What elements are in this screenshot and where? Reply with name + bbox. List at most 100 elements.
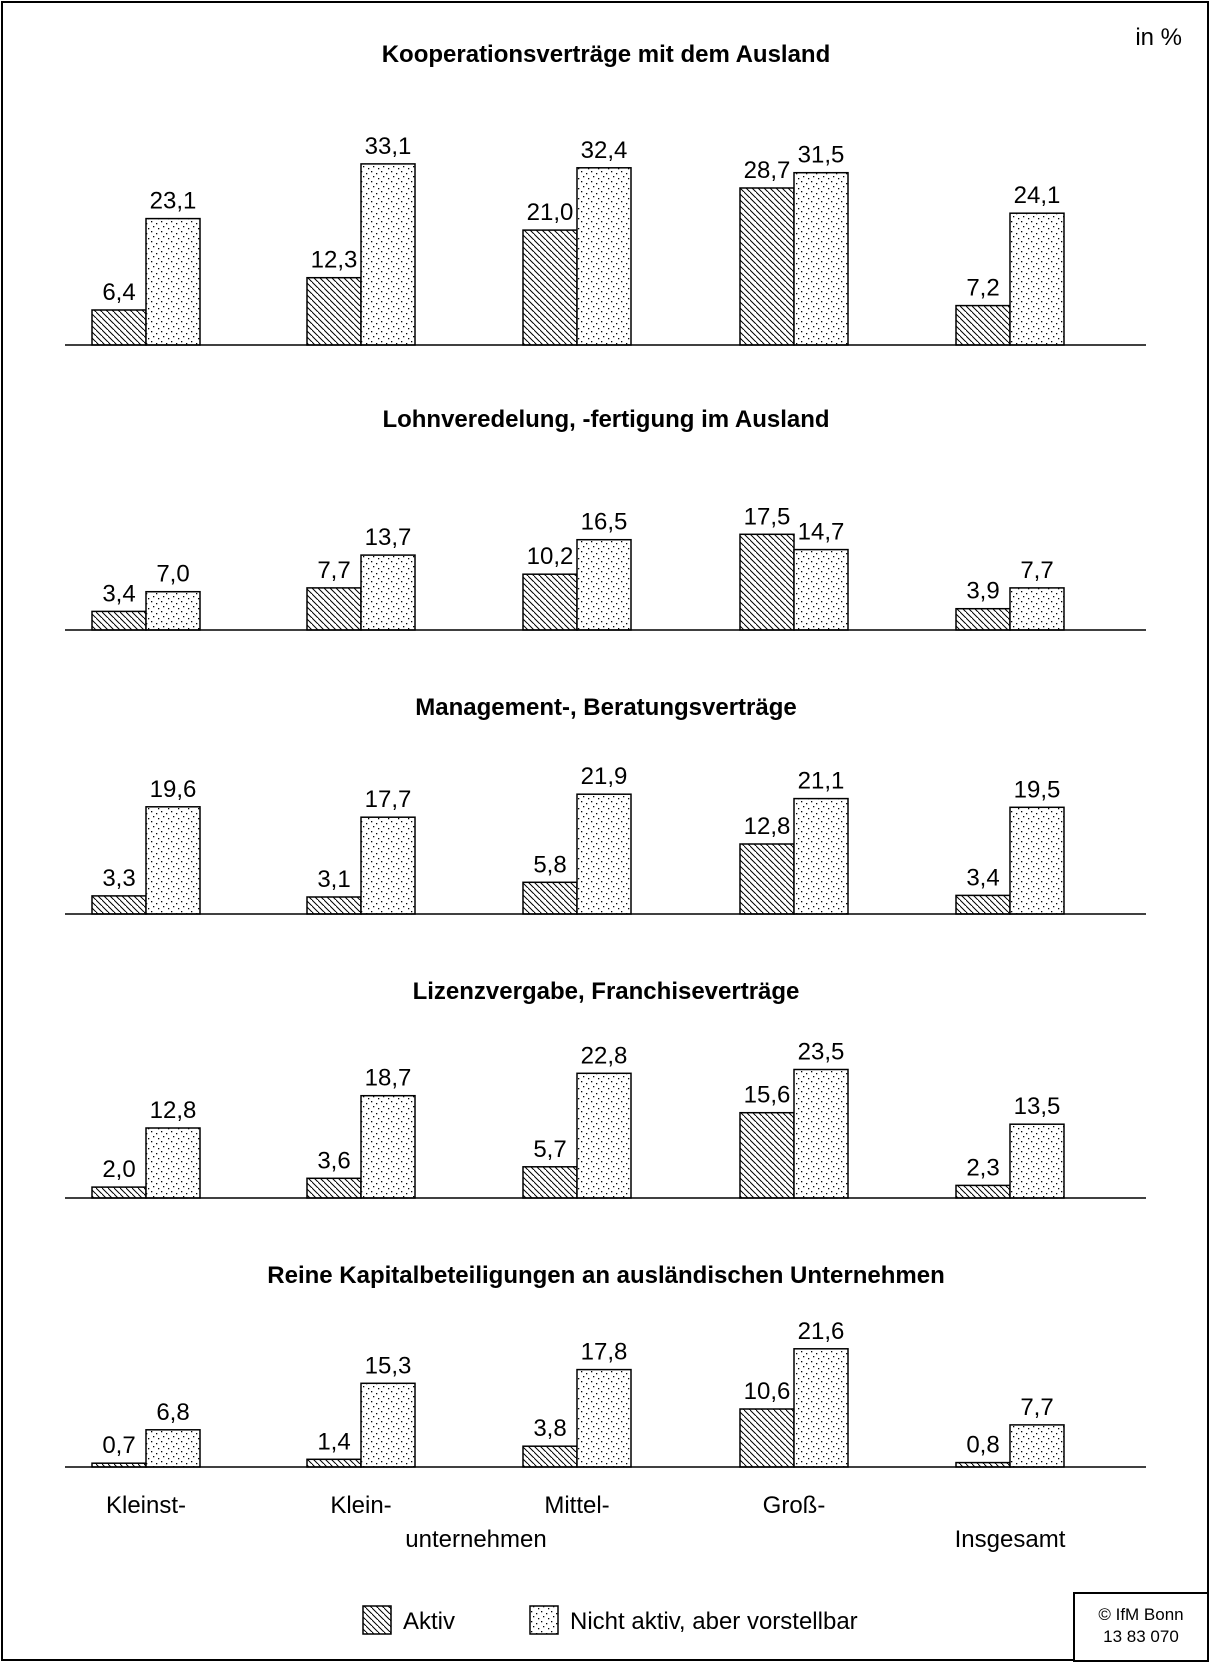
bar-aktiv — [739, 843, 795, 915]
bar-vorstellbar — [793, 797, 849, 915]
bar-aktiv — [522, 881, 578, 915]
bar-aktiv — [955, 1184, 1011, 1199]
bar-aktiv — [306, 896, 362, 915]
bar-vorstellbar — [1009, 1424, 1065, 1468]
bar-vorstellbar — [576, 167, 632, 346]
bar-vorstellbar — [145, 590, 201, 631]
data-label-vorstellbar: 17,8 — [581, 1339, 628, 1366]
copyright-box: © IfM Bonn 13 83 070 — [1073, 1592, 1209, 1662]
bar-vorstellbar — [145, 217, 201, 346]
data-label-aktiv: 6,4 — [102, 279, 135, 306]
data-label-aktiv: 10,2 — [527, 543, 574, 570]
bar-vorstellbar — [360, 1094, 416, 1199]
bar-aktiv — [306, 1458, 362, 1468]
bar-vorstellbar — [1009, 212, 1065, 346]
data-label-vorstellbar: 19,5 — [1014, 776, 1061, 803]
bar-aktiv — [739, 533, 795, 631]
data-label-aktiv: 3,8 — [533, 1415, 566, 1442]
bar-aktiv — [522, 1166, 578, 1199]
data-label-aktiv: 3,6 — [317, 1147, 350, 1174]
data-label-vorstellbar: 23,5 — [798, 1039, 845, 1066]
data-label-vorstellbar: 24,1 — [1014, 182, 1061, 209]
data-label-aktiv: 28,7 — [744, 157, 791, 184]
bar-aktiv — [91, 1186, 147, 1199]
data-label-vorstellbar: 13,5 — [1014, 1093, 1061, 1120]
category-label: Klein- — [330, 1492, 391, 1519]
bar-aktiv — [955, 894, 1011, 915]
data-label-vorstellbar: 21,9 — [581, 763, 628, 790]
bar-aktiv — [955, 607, 1011, 631]
legend-label-aktiv: Aktiv — [403, 1608, 455, 1635]
panel-title: Reine Kapitalbeteiligungen an ausländisc… — [267, 1262, 944, 1289]
bar-aktiv — [522, 573, 578, 631]
bar-vorstellbar — [1009, 587, 1065, 631]
data-label-aktiv: 7,7 — [317, 557, 350, 584]
data-label-aktiv: 3,1 — [317, 866, 350, 893]
data-label-aktiv: 17,5 — [744, 503, 791, 530]
bar-vorstellbar — [145, 806, 201, 915]
data-label-vorstellbar: 13,7 — [365, 524, 412, 551]
bar-aktiv — [955, 304, 1011, 346]
category-label: Insgesamt — [955, 1526, 1066, 1553]
bar-vorstellbar — [793, 1068, 849, 1199]
bar-vorstellbar — [576, 1368, 632, 1468]
bar-vorstellbar — [145, 1429, 201, 1468]
chart-id-line: 13 83 070 — [1103, 1627, 1179, 1646]
bar-aktiv — [739, 1111, 795, 1199]
data-label-vorstellbar: 33,1 — [365, 133, 412, 160]
bar-aktiv — [739, 1408, 795, 1468]
category-label: Kleinst- — [106, 1492, 186, 1519]
data-label-vorstellbar: 32,4 — [581, 137, 628, 164]
bar-vorstellbar — [576, 1072, 632, 1199]
panel-title: Management-, Beratungsverträge — [415, 694, 796, 721]
bar-aktiv — [91, 309, 147, 346]
data-label-vorstellbar: 15,3 — [365, 1352, 412, 1379]
data-label-aktiv: 2,0 — [102, 1156, 135, 1183]
data-label-vorstellbar: 18,7 — [365, 1065, 412, 1092]
bar-aktiv — [91, 610, 147, 631]
data-label-vorstellbar: 16,5 — [581, 509, 628, 536]
copyright-line: © IfM Bonn — [1098, 1605, 1184, 1624]
bar-aktiv — [306, 1177, 362, 1199]
data-label-vorstellbar: 7,7 — [1020, 1394, 1053, 1421]
data-label-aktiv: 7,2 — [966, 275, 999, 302]
category-caption: unternehmen — [405, 1526, 546, 1553]
legend-label-vorstellbar: Nicht aktiv, aber vorstellbar — [570, 1608, 858, 1635]
data-label-vorstellbar: 12,8 — [150, 1097, 197, 1124]
category-label: Groß- — [763, 1492, 826, 1519]
unit-label: in % — [1135, 24, 1182, 51]
bar-aktiv — [306, 276, 362, 346]
data-label-aktiv: 2,3 — [966, 1154, 999, 1181]
data-label-aktiv: 5,8 — [533, 851, 566, 878]
bar-aktiv — [522, 229, 578, 346]
bar-vorstellbar — [576, 538, 632, 631]
bar-aktiv — [306, 587, 362, 631]
data-label-aktiv: 3,4 — [966, 864, 999, 891]
bar-aktiv — [522, 1445, 578, 1468]
legend-swatch-aktiv — [362, 1605, 392, 1635]
bar-vorstellbar — [1009, 806, 1065, 915]
bar-vorstellbar — [360, 554, 416, 631]
data-label-vorstellbar: 21,6 — [798, 1318, 845, 1345]
data-label-vorstellbar: 19,6 — [150, 776, 197, 803]
bar-vorstellbar — [360, 1382, 416, 1468]
data-label-aktiv: 12,3 — [311, 247, 358, 274]
data-label-aktiv: 1,4 — [317, 1428, 350, 1455]
legend-swatch-vorstellbar — [529, 1605, 559, 1635]
data-label-vorstellbar: 14,7 — [798, 519, 845, 546]
bar-aktiv — [91, 895, 147, 915]
data-label-vorstellbar: 21,1 — [798, 768, 845, 795]
data-label-aktiv: 3,9 — [966, 578, 999, 605]
data-label-aktiv: 3,4 — [102, 580, 135, 607]
panel-title: Lizenzvergabe, Franchiseverträge — [413, 978, 800, 1005]
category-label: Mittel- — [544, 1492, 609, 1519]
panel-title: Lohnveredelung, -fertigung im Ausland — [382, 406, 829, 433]
data-label-aktiv: 15,6 — [744, 1082, 791, 1109]
data-label-vorstellbar: 23,1 — [150, 188, 197, 215]
data-label-aktiv: 0,8 — [966, 1432, 999, 1459]
bar-vorstellbar — [793, 548, 849, 631]
bar-aktiv — [739, 187, 795, 346]
bar-vorstellbar — [360, 816, 416, 915]
panel-title: Kooperationsverträge mit dem Ausland — [382, 41, 831, 68]
